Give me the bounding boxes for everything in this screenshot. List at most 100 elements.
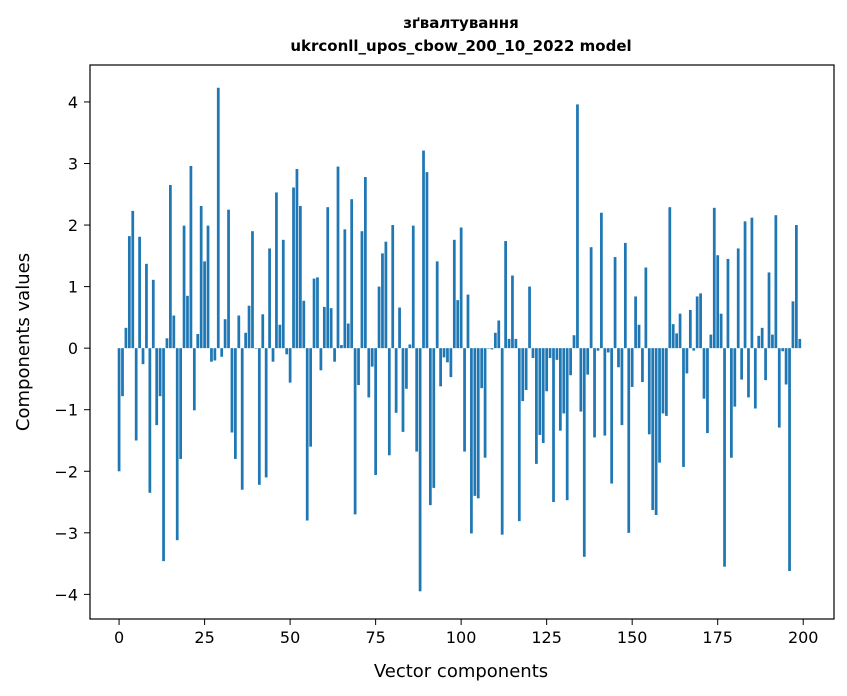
bar-91 [428,348,432,506]
bar-162 [671,324,675,349]
y-tick-label: 3 [68,154,78,173]
bar-136 [582,348,586,557]
bar-68 [350,199,354,349]
x-tick-label: 75 [365,628,385,647]
bar-50 [288,348,292,383]
bar-109 [490,348,494,350]
bar-77 [381,253,384,349]
bar-193 [777,348,781,428]
bar-48 [281,239,285,349]
bar-66 [343,229,347,349]
y-tick-label: −4 [54,585,78,604]
bar-180 [733,348,737,407]
bar-72 [364,177,367,349]
bar-27 [210,348,213,362]
y-tick-label: −1 [54,401,78,420]
bar-149 [627,348,631,533]
x-tick-label: 25 [194,628,214,647]
bar-13 [162,348,165,562]
bar-147 [620,348,624,426]
bar-137 [586,348,590,375]
bar-141 [600,212,603,349]
bar-46 [275,192,278,349]
bar-192 [774,215,778,349]
bar-183 [743,221,747,349]
bar-37 [244,332,248,349]
bar-152 [637,324,641,349]
x-tick-label: 125 [531,628,562,647]
bar-100 [459,227,463,349]
x-tick-label: 175 [702,628,733,647]
bar-135 [579,348,583,412]
bar-series [117,87,802,592]
bar-118 [521,348,525,402]
y-tick-label: −2 [54,462,78,481]
bar-95 [442,348,446,358]
bar-33 [230,348,234,433]
bar-122 [535,348,538,464]
bar-39 [251,231,254,349]
bar-191 [771,334,774,349]
bar-41 [257,348,261,485]
bar-167 [688,309,692,349]
bar-153 [641,348,644,383]
bar-187 [757,335,761,349]
bar-151 [634,296,637,349]
bar-175 [716,255,720,349]
bar-90 [425,172,429,349]
bar-5 [134,348,138,441]
bar-89 [422,150,425,349]
bar-19 [182,225,186,349]
bar-31 [223,319,227,349]
bar-85 [408,344,412,349]
bar-113 [504,241,507,349]
bar-145 [613,257,617,349]
bar-10 [151,279,155,349]
bar-73 [367,348,371,398]
bar-188 [760,327,764,349]
bar-182 [740,348,744,380]
bar-139 [593,348,596,438]
bar-26 [206,225,210,349]
bar-199 [798,338,802,349]
bar-36 [240,348,244,490]
bar-166 [685,348,689,374]
plot-area-frame [89,64,835,620]
bar-185 [750,217,754,349]
y-axis-ticks: −4 −3 −2 −1 0 1 2 3 4 [54,93,90,604]
bar-148 [623,242,627,349]
bar-119 [524,348,528,391]
bar-18 [179,348,183,459]
bar-55 [305,348,309,521]
bar-83 [401,348,405,432]
bar-56 [309,348,313,447]
bar-172 [706,348,709,434]
bar-76 [377,286,381,349]
bar-164 [678,313,682,349]
x-tick-label: 200 [788,628,819,647]
bar-134 [576,104,579,349]
y-tick-label: −3 [54,524,78,543]
bar-190 [767,272,771,349]
bar-103 [470,348,473,534]
x-tick-label: 50 [280,628,300,647]
bar-9 [148,348,152,493]
bar-171 [702,348,706,399]
bar-20 [186,295,189,349]
bar-47 [278,324,282,349]
bar-12 [158,348,162,397]
bar-186 [753,348,757,409]
chart-title: зґвалтування [403,14,519,32]
bar-60 [322,306,326,349]
bar-84 [405,348,408,389]
bar-128 [555,348,559,360]
bar-64 [336,166,340,349]
bar-97 [449,348,453,378]
bar-126 [548,348,552,359]
bar-133 [572,335,576,349]
bar-158 [658,348,661,463]
bar-146 [617,348,620,368]
bar-22 [192,348,196,411]
bar-61 [326,207,330,349]
bar-57 [312,278,316,349]
